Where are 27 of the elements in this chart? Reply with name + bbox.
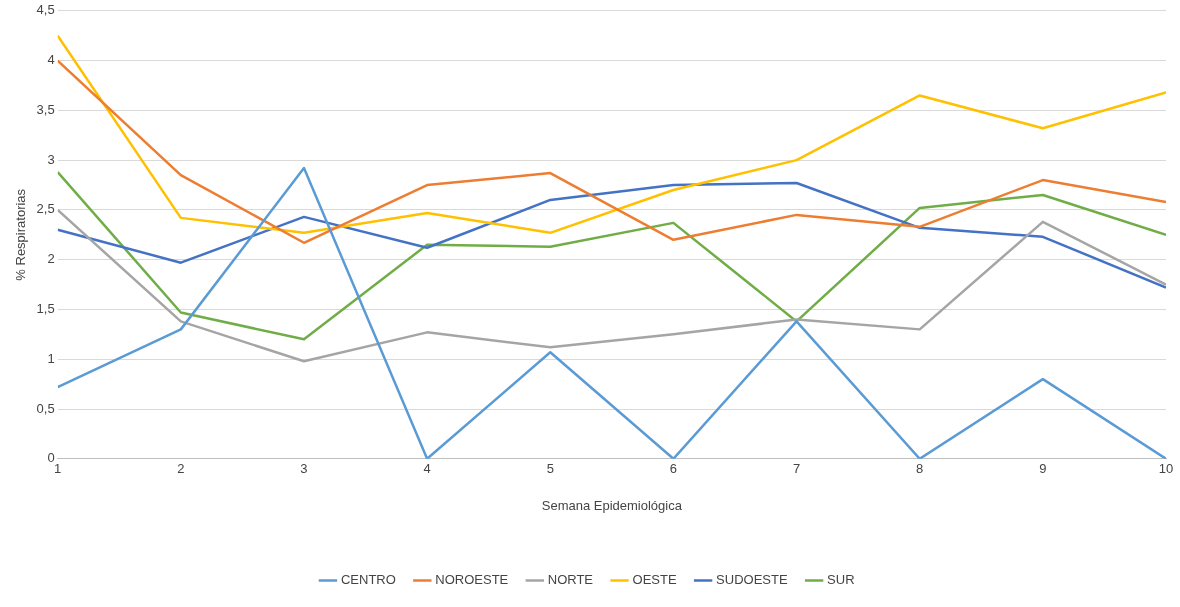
x-tick-label: 7 — [792, 461, 801, 477]
y-tick-label: 0 — [47, 450, 55, 466]
y-tick-label: 1 — [47, 350, 55, 366]
legend-label: NOROESTE — [435, 572, 509, 588]
legend-label: NORTE — [547, 572, 594, 588]
legend-label: SUR — [827, 572, 855, 588]
x-tick-label: 8 — [916, 461, 924, 477]
x-tick-label: 2 — [177, 461, 185, 477]
y-tick-label: 3,5 — [36, 101, 55, 117]
x-axis-title: Semana Epidemiológica — [541, 497, 683, 513]
legend-label: CENTRO — [340, 572, 396, 588]
x-tick-label: 10 — [1158, 461, 1174, 477]
x-tick-label: 9 — [1039, 461, 1047, 477]
x-tick-label: 4 — [423, 461, 431, 477]
y-tick-label: 1,5 — [36, 301, 55, 317]
y-tick-label: 2 — [47, 251, 55, 267]
legend-label: SUDOESTE — [716, 572, 788, 588]
x-tick-label: 5 — [546, 461, 554, 477]
y-tick-label: 2,5 — [36, 201, 55, 217]
legend-label: OESTE — [632, 572, 677, 588]
x-tick-label: 6 — [669, 461, 678, 477]
y-axis-title: % Respiratorias — [13, 188, 29, 281]
y-tick-label: 4 — [47, 52, 55, 68]
y-tick-label: 4,5 — [36, 2, 55, 18]
y-tick-label: 3 — [47, 151, 55, 167]
x-tick-label: 3 — [300, 461, 308, 477]
y-tick-label: 0,5 — [36, 400, 55, 416]
